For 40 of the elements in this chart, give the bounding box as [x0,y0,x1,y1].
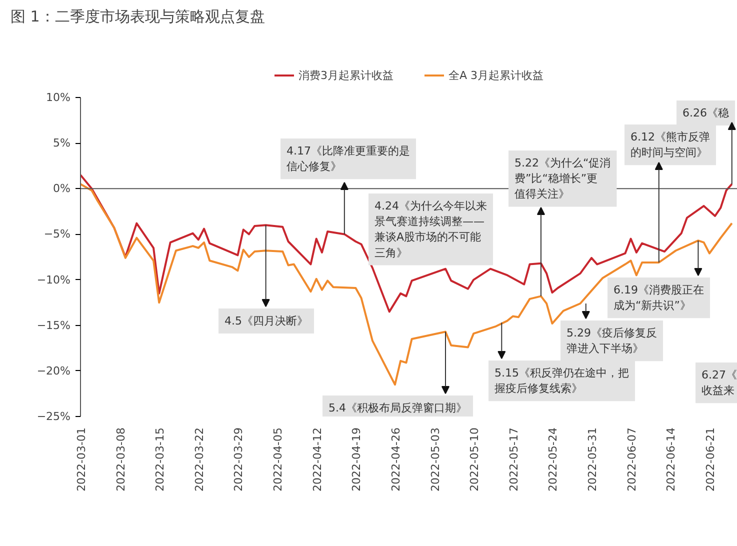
legend-label: 消费3月起累计收益 [298,68,394,82]
x-tick-label: 2022-03-01 [75,427,88,492]
annotation: 5.4《积极布局反弹窗口期》 [328,402,467,414]
x-tick-label: 2022-03-08 [114,427,128,492]
annotation: 4.5《四月决断》 [224,314,308,328]
x-tick-label: 2022-05-10 [468,427,482,492]
annotation: 5.22《为什么“促消费”比“稳增长”更值得关注》 [514,156,611,201]
x-tick-label: 2022-04-19 [350,427,364,492]
annotation: 6.19《消费股正在成为“新共识”》 [614,284,704,312]
x-tick-label: 2022-05-31 [586,427,599,492]
legend-label: 全A 3月起累计收益 [448,68,544,82]
line-series [80,174,733,313]
x-tick-label: 2022-05-17 [507,427,520,492]
x-tick-label: 2022-03-22 [192,427,206,492]
annotation: 6.27《收益来 [702,368,737,398]
annotation: 4.24《为什么今年以来景气赛道持续调整——兼谈A股市场的不可能三角》 [374,200,487,260]
x-tick-label: 2022-06-21 [704,427,717,492]
y-tick-label: 5% [53,136,70,150]
annotation: 5.29《疫后修复反弹进入下半场》 [566,326,657,356]
x-tick-label: 2022-03-29 [232,427,246,492]
y-tick-label: −15% [36,318,71,332]
x-tick-label: 2022-06-14 [664,427,678,492]
annotation: 6.12《熊市反弹的时间与空间》 [630,130,710,160]
y-tick-label: −25% [36,410,71,423]
annotation: 4.17《比降准更重要的是信心修复》 [286,144,410,174]
x-tick-label: 2022-05-24 [546,427,560,492]
chart-title: 图 1：二季度市场表现与策略观点复盘 [10,8,265,26]
annotation: 6.26《稳 [682,106,729,120]
x-tick-label: 2022-06-07 [625,427,638,492]
y-tick-label: 0% [53,182,70,196]
y-tick-label: −20% [36,364,71,378]
y-tick-label: −10% [36,273,71,286]
x-tick-label: 2022-04-12 [310,427,324,492]
x-tick-label: 2022-04-26 [389,427,402,492]
annotation: 5.15《积反弹仍在途中，把握疫后修复线索》 [494,366,629,396]
y-tick-label: −5% [44,228,71,241]
x-tick-label: 2022-05-03 [428,427,442,492]
x-tick-label: 2022-03-15 [154,427,167,492]
y-tick-label: 10% [46,91,71,104]
x-tick-label: 2022-04-05 [272,427,285,492]
